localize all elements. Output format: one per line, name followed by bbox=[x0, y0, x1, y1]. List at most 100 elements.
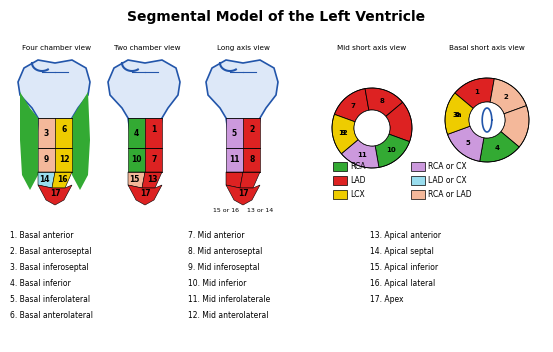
Text: 12. Mid anterolateral: 12. Mid anterolateral bbox=[188, 312, 269, 321]
Polygon shape bbox=[240, 172, 260, 188]
Text: 13. Apical anterior: 13. Apical anterior bbox=[370, 232, 441, 240]
Text: LAD or CX: LAD or CX bbox=[428, 176, 467, 185]
Text: 17: 17 bbox=[50, 189, 60, 199]
Wedge shape bbox=[479, 132, 519, 162]
Text: 6: 6 bbox=[61, 126, 66, 134]
Text: 17. Apex: 17. Apex bbox=[370, 295, 404, 304]
Text: Basal short axis view: Basal short axis view bbox=[449, 45, 525, 51]
Text: Four chamber view: Four chamber view bbox=[23, 45, 91, 51]
Text: 6: 6 bbox=[455, 112, 460, 118]
Polygon shape bbox=[108, 60, 180, 200]
Text: Two chamber view: Two chamber view bbox=[114, 45, 180, 51]
FancyBboxPatch shape bbox=[411, 190, 425, 199]
Polygon shape bbox=[226, 185, 260, 205]
Polygon shape bbox=[128, 148, 145, 172]
Polygon shape bbox=[243, 148, 260, 172]
Text: 9: 9 bbox=[341, 130, 346, 136]
Text: 4: 4 bbox=[495, 145, 500, 151]
Polygon shape bbox=[226, 118, 243, 148]
Text: 11: 11 bbox=[357, 152, 367, 158]
Polygon shape bbox=[55, 148, 72, 172]
Wedge shape bbox=[386, 102, 412, 142]
Text: 17: 17 bbox=[238, 189, 248, 199]
Circle shape bbox=[469, 102, 505, 138]
Text: 9. Mid inferoseptal: 9. Mid inferoseptal bbox=[188, 264, 259, 272]
Text: 16: 16 bbox=[57, 175, 67, 183]
Wedge shape bbox=[455, 78, 494, 108]
Text: 13: 13 bbox=[147, 175, 157, 183]
Polygon shape bbox=[38, 118, 55, 148]
Polygon shape bbox=[18, 60, 90, 200]
Text: 7: 7 bbox=[152, 156, 156, 164]
Text: 6. Basal anterolateral: 6. Basal anterolateral bbox=[10, 312, 93, 321]
Text: 2: 2 bbox=[504, 94, 509, 100]
Polygon shape bbox=[226, 172, 243, 188]
Polygon shape bbox=[128, 185, 162, 205]
Polygon shape bbox=[38, 185, 72, 205]
Text: LCX: LCX bbox=[350, 190, 365, 199]
Text: 12: 12 bbox=[338, 130, 348, 136]
Text: 4. Basal inferior: 4. Basal inferior bbox=[10, 279, 71, 289]
Text: 15: 15 bbox=[129, 175, 139, 183]
Text: 2: 2 bbox=[249, 126, 254, 134]
Text: 12: 12 bbox=[59, 156, 69, 164]
Text: 4: 4 bbox=[133, 128, 139, 138]
Text: 16. Apical lateral: 16. Apical lateral bbox=[370, 279, 435, 289]
Polygon shape bbox=[52, 172, 72, 188]
Polygon shape bbox=[206, 60, 278, 200]
Circle shape bbox=[354, 110, 390, 146]
Text: 15 or 16: 15 or 16 bbox=[213, 208, 239, 213]
Text: 10: 10 bbox=[386, 147, 395, 153]
Text: 10. Mid inferior: 10. Mid inferior bbox=[188, 279, 247, 289]
Wedge shape bbox=[445, 93, 473, 134]
Text: 1. Basal anterior: 1. Basal anterior bbox=[10, 232, 74, 240]
Wedge shape bbox=[490, 78, 526, 114]
Text: 5: 5 bbox=[232, 128, 237, 138]
Text: RCA or LAD: RCA or LAD bbox=[428, 190, 472, 199]
FancyBboxPatch shape bbox=[333, 190, 347, 199]
Polygon shape bbox=[226, 148, 243, 172]
Text: LAD: LAD bbox=[350, 176, 366, 185]
Text: RCA or CX: RCA or CX bbox=[428, 162, 467, 171]
Polygon shape bbox=[38, 148, 55, 172]
Text: 10: 10 bbox=[131, 156, 141, 164]
Wedge shape bbox=[447, 126, 484, 161]
Wedge shape bbox=[365, 88, 403, 117]
Text: 1: 1 bbox=[152, 126, 156, 134]
FancyBboxPatch shape bbox=[411, 176, 425, 185]
Polygon shape bbox=[142, 172, 162, 188]
Text: 7: 7 bbox=[351, 103, 356, 109]
Wedge shape bbox=[341, 140, 379, 168]
FancyBboxPatch shape bbox=[411, 162, 425, 171]
Text: 9: 9 bbox=[43, 156, 49, 164]
Text: Segmental Model of the Left Ventricle: Segmental Model of the Left Ventricle bbox=[127, 10, 425, 24]
Wedge shape bbox=[501, 106, 529, 147]
Text: 3: 3 bbox=[43, 128, 49, 138]
Text: 11: 11 bbox=[229, 156, 239, 164]
Polygon shape bbox=[55, 118, 72, 148]
Text: 17: 17 bbox=[140, 189, 150, 199]
Polygon shape bbox=[20, 92, 38, 190]
Text: 14: 14 bbox=[39, 175, 49, 183]
Text: 15. Apical inferior: 15. Apical inferior bbox=[370, 264, 438, 272]
Wedge shape bbox=[332, 114, 358, 154]
Text: 14. Apical septal: 14. Apical septal bbox=[370, 247, 434, 257]
Text: 5. Basal inferolateral: 5. Basal inferolateral bbox=[10, 295, 90, 304]
Polygon shape bbox=[128, 172, 145, 188]
Polygon shape bbox=[38, 172, 55, 188]
Text: 8: 8 bbox=[379, 98, 384, 104]
FancyBboxPatch shape bbox=[333, 162, 347, 171]
Text: 3a: 3a bbox=[453, 112, 462, 118]
Text: 8: 8 bbox=[249, 156, 255, 164]
Text: 11. Mid inferolaterale: 11. Mid inferolaterale bbox=[188, 295, 270, 304]
Text: 5: 5 bbox=[465, 140, 470, 146]
Text: 7. Mid anterior: 7. Mid anterior bbox=[188, 232, 244, 240]
Polygon shape bbox=[72, 92, 90, 190]
Polygon shape bbox=[145, 148, 162, 172]
Polygon shape bbox=[145, 118, 162, 148]
Wedge shape bbox=[375, 134, 410, 168]
Text: 2. Basal anteroseptal: 2. Basal anteroseptal bbox=[10, 247, 91, 257]
Text: 8. Mid anteroseptal: 8. Mid anteroseptal bbox=[188, 247, 262, 257]
Polygon shape bbox=[128, 118, 145, 148]
Text: 1: 1 bbox=[474, 89, 479, 95]
